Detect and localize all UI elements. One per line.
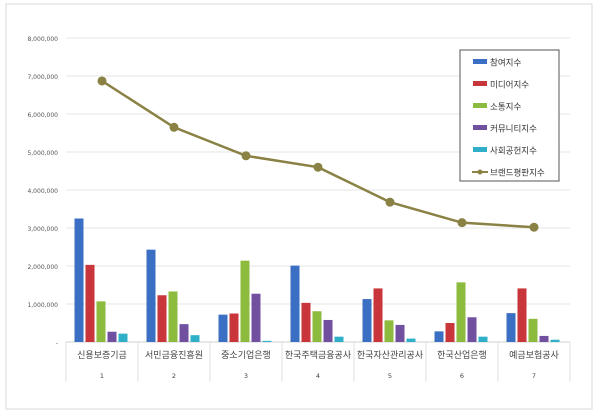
legend-label: 커뮤니티지수 <box>490 124 537 135</box>
line-point <box>529 222 539 232</box>
bar-미디어지수 <box>373 288 383 342</box>
bar-소통지수 <box>96 301 106 342</box>
rank-label: 4 <box>316 372 320 380</box>
rank-label: 3 <box>244 372 248 380</box>
rank-label: 7 <box>532 372 536 380</box>
category-label: 신용보증기금 <box>77 350 127 361</box>
bar-커뮤니티지수 <box>179 324 189 342</box>
bar-미디어지수 <box>445 323 455 342</box>
line-point <box>313 162 323 172</box>
bar-사회공헌지수 <box>334 336 344 342</box>
rank-label: 2 <box>172 372 176 380</box>
bar-미디어지수 <box>301 302 311 342</box>
bar-참여지수 <box>74 218 84 342</box>
bar-참여지수 <box>290 265 300 342</box>
bar-커뮤니티지수 <box>539 335 549 342</box>
legend-label: 미디어지수 <box>490 80 529 91</box>
y-tick-label: - <box>56 340 58 347</box>
bar-커뮤니티지수 <box>251 293 261 342</box>
bar-참여지수 <box>434 331 444 342</box>
category-label: 예금보험공사 <box>509 350 559 361</box>
legend-label: 참여지수 <box>490 58 521 69</box>
bar-사회공헌지수 <box>478 336 488 342</box>
bar-미디어지수 <box>229 313 239 342</box>
bar-사회공헌지수 <box>118 333 128 342</box>
rank-label: 6 <box>460 372 464 380</box>
y-tick-label: 7,000,000 <box>27 74 58 81</box>
bar-참여지수 <box>362 299 372 342</box>
bar-커뮤니티지수 <box>107 331 117 342</box>
line-point <box>241 151 251 161</box>
bar-소통지수 <box>384 320 394 342</box>
bar-참여지수 <box>506 313 516 342</box>
bar-참여지수 <box>146 249 156 342</box>
bar-소통지수 <box>312 311 322 342</box>
rank-label: 5 <box>388 372 392 380</box>
line-point <box>457 218 467 228</box>
y-tick-label: 5,000,000 <box>27 150 58 157</box>
bar-사회공헌지수 <box>190 335 200 342</box>
legend-swatch <box>473 147 487 152</box>
legend-swatch <box>473 81 487 86</box>
bar-커뮤니티지수 <box>395 324 405 342</box>
line-point <box>385 197 395 207</box>
y-tick-label: 2,000,000 <box>27 264 58 271</box>
category-label: 한국산업은행 <box>437 349 487 361</box>
line-point <box>169 122 179 132</box>
bar-사회공헌지수 <box>550 339 560 342</box>
bar-소통지수 <box>168 291 178 342</box>
legend-label: 브랜드평판지수 <box>490 168 545 179</box>
y-tick-label: 8,000,000 <box>27 36 58 43</box>
bar-커뮤니티지수 <box>467 317 477 342</box>
category-label: 중소기업은행 <box>221 349 271 361</box>
y-tick-label: 4,000,000 <box>27 188 58 195</box>
legend-label: 사회공헌지수 <box>490 147 537 157</box>
bar-소통지수 <box>456 282 466 342</box>
y-tick-label: 1,000,000 <box>27 302 58 309</box>
bar-소통지수 <box>528 318 538 342</box>
legend-label: 소통지수 <box>490 103 521 113</box>
legend-swatch <box>473 125 487 130</box>
bar-참여지수 <box>218 314 228 342</box>
category-label: 한국주택금융공사 <box>285 350 352 361</box>
bar-미디어지수 <box>157 295 167 342</box>
bar-미디어지수 <box>517 288 527 342</box>
line-point <box>97 76 107 86</box>
legend-box <box>459 49 560 182</box>
bar-사회공헌지수 <box>406 338 416 342</box>
category-label: 서민금융진흥원 <box>145 349 203 361</box>
bar-사회공헌지수 <box>262 340 272 342</box>
bar-커뮤니티지수 <box>323 319 333 342</box>
bar-미디어지수 <box>85 264 95 342</box>
legend-marker <box>477 169 483 175</box>
category-label: 한국자산관리공사 <box>357 350 424 361</box>
y-tick-label: 3,000,000 <box>27 226 58 233</box>
legend-swatch <box>473 59 487 64</box>
legend-swatch <box>473 103 487 108</box>
y-tick-label: 6,000,000 <box>27 112 58 119</box>
bar-소통지수 <box>240 260 250 342</box>
rank-label: 1 <box>100 372 104 380</box>
